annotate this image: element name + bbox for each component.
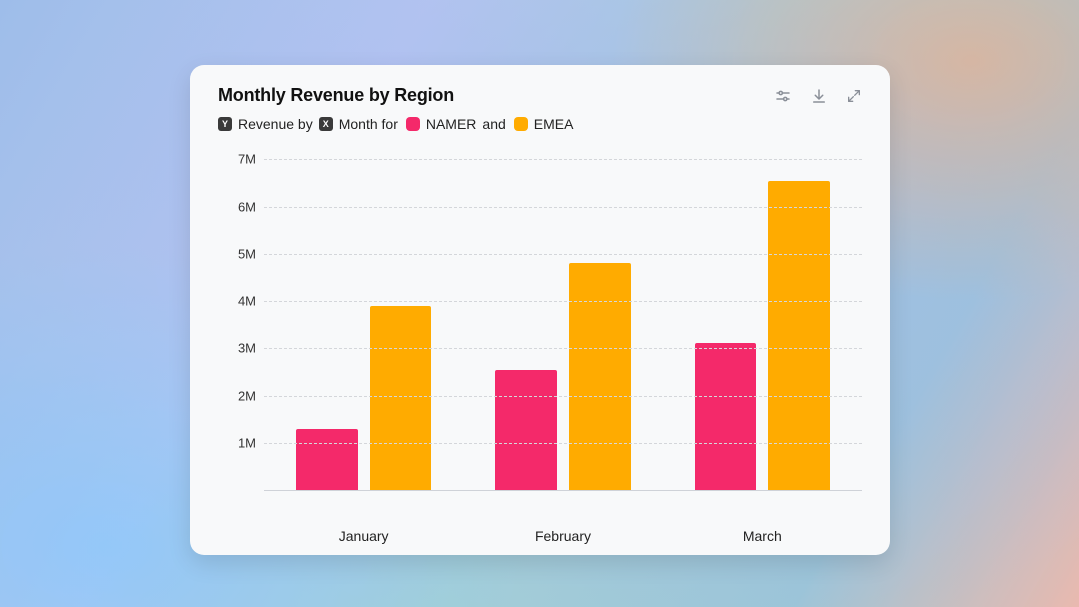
bar-emea-february: [569, 263, 631, 490]
chart-area: 1M 2M 3M 4M 5M 6M 7M: [218, 150, 862, 520]
bar-emea-january: [370, 306, 432, 490]
legend-y-text: Revenue by: [238, 116, 313, 132]
bar-namer-march: [695, 343, 757, 490]
bar-namer-january: [296, 429, 358, 490]
download-icon[interactable]: [810, 87, 828, 105]
y-axis-labels: 1M 2M 3M 4M 5M 6M 7M: [218, 150, 264, 490]
x-tick-label: January: [264, 528, 463, 544]
y-tick-label: 4M: [238, 294, 256, 309]
y-tick-label: 1M: [238, 435, 256, 450]
y-tick-label: 2M: [238, 388, 256, 403]
y-axis-chip: Y: [218, 117, 232, 131]
gridline: [264, 301, 862, 302]
series-swatch-namer: [406, 117, 420, 131]
chart-title: Monthly Revenue by Region: [218, 85, 454, 106]
gridline: [264, 348, 862, 349]
chart-legend: Y Revenue by X Month for NAMER and EMEA: [218, 116, 862, 132]
plot-area: [264, 150, 862, 490]
gridline: [264, 443, 862, 444]
gridline: [264, 396, 862, 397]
card-header: Monthly Revenue by Region: [218, 85, 862, 106]
revenue-card: Monthly Revenue by Region: [190, 65, 890, 555]
x-axis-chip: X: [319, 117, 333, 131]
bar-namer-february: [495, 370, 557, 490]
y-tick-label: 3M: [238, 341, 256, 356]
legend-series-a: NAMER: [426, 116, 477, 132]
legend-x-text: Month for: [339, 116, 398, 132]
settings-icon[interactable]: [774, 87, 792, 105]
gridline: [264, 254, 862, 255]
y-tick-label: 6M: [238, 199, 256, 214]
x-axis-labels: JanuaryFebruaryMarch: [264, 528, 862, 544]
x-tick-label: March: [663, 528, 862, 544]
gridline: [264, 159, 862, 160]
x-tick-label: February: [463, 528, 662, 544]
series-swatch-emea: [514, 117, 528, 131]
gridline: [264, 207, 862, 208]
y-tick-label: 7M: [238, 152, 256, 167]
legend-and: and: [482, 116, 505, 132]
legend-series-b: EMEA: [534, 116, 574, 132]
card-toolbar: [774, 87, 862, 105]
baseline: [264, 490, 862, 491]
expand-icon[interactable]: [846, 88, 862, 104]
bars-layer: [264, 150, 862, 490]
y-tick-label: 5M: [238, 246, 256, 261]
